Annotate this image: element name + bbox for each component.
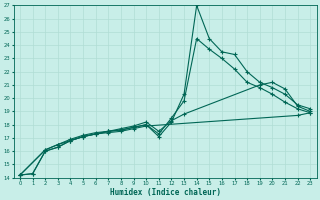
X-axis label: Humidex (Indice chaleur): Humidex (Indice chaleur) (110, 188, 220, 197)
